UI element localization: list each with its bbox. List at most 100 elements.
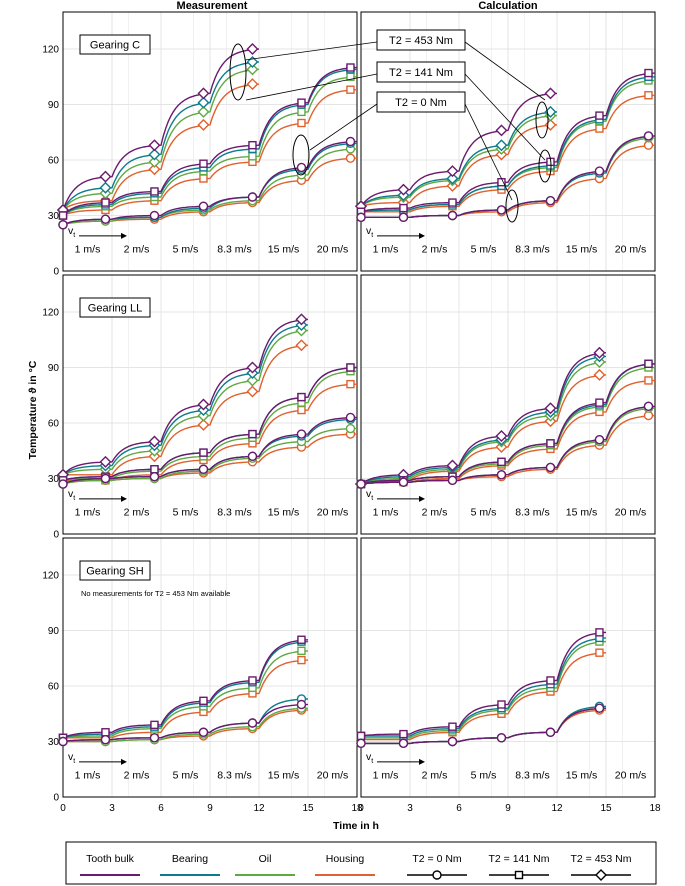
callout-connector xyxy=(309,103,378,151)
panel-frame xyxy=(62,537,358,798)
data-marker xyxy=(345,423,356,434)
data-marker xyxy=(197,398,210,411)
data-marker xyxy=(346,379,355,389)
data-marker xyxy=(594,703,605,713)
series-line xyxy=(62,83,260,211)
data-marker xyxy=(148,139,161,152)
series-line xyxy=(62,148,358,226)
series-line xyxy=(62,76,358,217)
series-line xyxy=(361,135,656,218)
speed-label: 1 m/s xyxy=(373,507,399,519)
data-marker xyxy=(356,738,366,749)
data-marker xyxy=(149,471,160,482)
data-marker xyxy=(544,87,557,100)
y-tick-label: 60 xyxy=(48,419,60,430)
data-marker xyxy=(297,98,306,107)
series-line xyxy=(62,68,260,211)
data-marker xyxy=(199,448,208,457)
data-marker xyxy=(99,455,112,468)
y-tick-label: 120 xyxy=(42,308,59,319)
column-title-calculation: Calculation xyxy=(478,0,538,12)
gearbox-label: Gearing C xyxy=(90,40,140,52)
data-marker xyxy=(644,359,653,368)
torque-callouts: T2 = 453 Nm T2 = 141 Nm T2 = 0 Nm xyxy=(229,29,552,223)
data-marker xyxy=(197,418,210,431)
legend-torque-marker xyxy=(514,870,524,880)
data-marker xyxy=(496,205,507,215)
x-tick-label: 9 xyxy=(207,803,213,814)
y-tick-label: 60 xyxy=(48,682,60,693)
x-tick-label: 12 xyxy=(551,803,563,814)
data-marker xyxy=(446,165,459,178)
data-marker xyxy=(297,107,306,117)
data-marker xyxy=(101,728,110,737)
speed-label: 1 m/s xyxy=(75,770,101,782)
vt-label: vt xyxy=(68,751,75,765)
data-marker xyxy=(446,172,459,185)
data-marker xyxy=(644,91,653,100)
data-marker xyxy=(345,153,356,163)
data-marker xyxy=(545,462,556,473)
data-marker xyxy=(150,187,159,196)
data-marker xyxy=(248,429,257,439)
x-tick-label: 18 xyxy=(351,803,363,814)
sh-note: No measurements for T2 = 453 Nm availabl… xyxy=(81,589,230,598)
data-marker xyxy=(346,363,355,372)
x-tick-label: 3 xyxy=(407,803,413,814)
speed-label: 2 m/s xyxy=(422,770,448,782)
legend-torque-label: T2 = 0 Nm xyxy=(412,853,462,865)
y-tick-label: 120 xyxy=(42,571,59,582)
speed-label: 8.3 m/s xyxy=(515,507,549,519)
vt-label: vt xyxy=(366,225,373,239)
column-title-measurement: Measurement xyxy=(177,0,248,12)
data-marker xyxy=(595,398,604,407)
gearbox-label: Gearing SH xyxy=(86,566,144,578)
torque-group-ellipse xyxy=(505,189,519,223)
data-marker xyxy=(593,368,606,381)
y-tick-label: 60 xyxy=(48,156,60,167)
speed-label: 2 m/s xyxy=(124,770,150,782)
series-line xyxy=(62,48,260,211)
data-marker xyxy=(198,201,209,211)
speed-label: 15 m/s xyxy=(268,507,300,519)
speed-label: 2 m/s xyxy=(422,507,448,519)
callout-connector xyxy=(244,41,378,61)
data-marker xyxy=(248,140,257,150)
series-line xyxy=(62,61,260,211)
data-marker xyxy=(246,43,259,55)
torque-callout-label: T2 = 141 Nm xyxy=(389,67,453,79)
data-marker xyxy=(100,734,111,745)
speed-label: 20 m/s xyxy=(615,507,647,519)
data-marker xyxy=(149,733,160,743)
data-marker xyxy=(447,210,458,221)
data-marker xyxy=(247,451,258,461)
y-tick-label: 0 xyxy=(53,793,59,804)
data-marker xyxy=(100,473,111,484)
data-marker xyxy=(197,118,210,131)
panel: 0 30 60 90 120 1 m/s 2 m/s 5 m/s 8.3 m/s 15 m/s 20… xyxy=(42,11,358,278)
vt-arrowhead xyxy=(419,495,425,502)
vt-arrowhead xyxy=(121,232,127,239)
data-marker xyxy=(593,346,606,359)
series-line xyxy=(62,416,358,485)
x-tick-label: 15 xyxy=(600,803,612,814)
x-tick-label: 0 xyxy=(60,803,66,814)
speed-label: 15 m/s xyxy=(566,770,598,782)
data-marker xyxy=(595,628,604,637)
speed-label: 15 m/s xyxy=(566,244,598,256)
torque-group-ellipse xyxy=(229,43,247,101)
speed-label: 8.3 m/s xyxy=(217,770,251,782)
speed-label: 5 m/s xyxy=(471,244,497,256)
data-marker xyxy=(247,192,258,202)
data-marker xyxy=(643,401,654,412)
y-tick-label: 0 xyxy=(53,530,59,541)
speed-label: 20 m/s xyxy=(615,770,647,782)
data-marker xyxy=(297,392,306,402)
panel: 0 30 60 90 120 0 3 6 9 12 15 18 1 m/s 2 m/s 5 m/s 8.3 m… xyxy=(42,537,363,814)
data-marker xyxy=(246,78,259,91)
series-line xyxy=(360,111,558,207)
data-marker xyxy=(198,727,209,737)
data-marker xyxy=(399,729,408,739)
torque-callout-box xyxy=(376,91,466,113)
data-marker xyxy=(197,87,210,100)
